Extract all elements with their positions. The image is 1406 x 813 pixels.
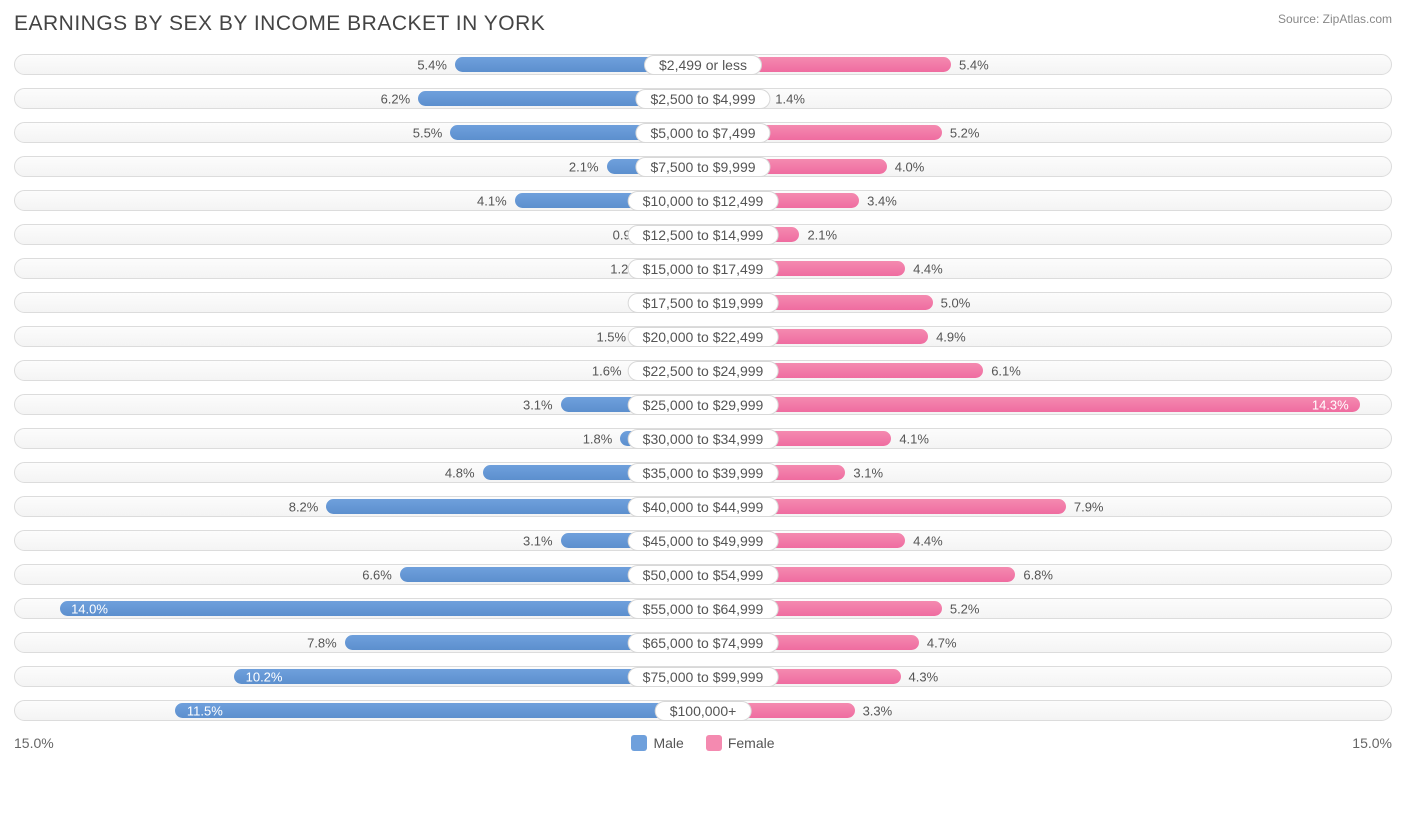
category-label: $50,000 to $54,999	[628, 565, 779, 585]
male-value-label: 5.4%	[417, 57, 447, 72]
category-label: $2,499 or less	[644, 55, 762, 75]
chart-row: 3.1% 4.4% $45,000 to $49,999	[14, 526, 1392, 555]
chart-row: 14.0% 5.2% $55,000 to $64,999	[14, 594, 1392, 623]
chart-row: 10.2% 4.3% $75,000 to $99,999	[14, 662, 1392, 691]
female-bar	[703, 397, 1360, 412]
legend-male-label: Male	[653, 735, 683, 751]
chart-row: 8.2% 7.9% $40,000 to $44,999	[14, 492, 1392, 521]
female-value-label: 4.4%	[913, 533, 943, 548]
female-value-label: 6.8%	[1023, 567, 1053, 582]
chart-row: 1.6% 6.1% $22,500 to $24,999	[14, 356, 1392, 385]
male-value-label: 4.8%	[445, 465, 475, 480]
male-value-label: 5.5%	[413, 125, 443, 140]
category-label: $12,500 to $14,999	[628, 225, 779, 245]
source-attribution: Source: ZipAtlas.com	[1278, 12, 1392, 26]
female-swatch-icon	[706, 735, 722, 751]
category-label: $20,000 to $22,499	[628, 327, 779, 347]
female-value-label: 4.9%	[936, 329, 966, 344]
chart-row: 0.25%5.0%$17,500 to $19,999	[14, 288, 1392, 317]
category-label: $2,500 to $4,999	[635, 89, 770, 109]
female-value-label: 4.4%	[913, 261, 943, 276]
chart-row: 1.8% 4.1% $30,000 to $34,999	[14, 424, 1392, 453]
male-value-label: 1.8%	[583, 431, 613, 446]
category-label: $5,000 to $7,499	[635, 123, 770, 143]
male-bar	[60, 601, 703, 616]
chart-title: EARNINGS BY SEX BY INCOME BRACKET IN YOR…	[14, 12, 545, 36]
chart-row: 6.2% 1.4% $2,500 to $4,999	[14, 84, 1392, 113]
male-value-label: 11.5%	[187, 703, 223, 718]
category-label: $100,000+	[655, 701, 752, 721]
male-value-label: 7.8%	[307, 635, 337, 650]
chart-row: 4.8% 3.1% $35,000 to $39,999	[14, 458, 1392, 487]
category-label: $65,000 to $74,999	[628, 633, 779, 653]
chart-row: 3.1% 14.3% $25,000 to $29,999	[14, 390, 1392, 419]
female-value-label: 7.9%	[1074, 499, 1104, 514]
category-label: $40,000 to $44,999	[628, 497, 779, 517]
male-bar	[175, 703, 703, 718]
male-value-label: 10.2%	[246, 669, 283, 684]
male-value-label: 6.2%	[381, 91, 411, 106]
category-label: $25,000 to $29,999	[628, 395, 779, 415]
female-value-label: 14.3%	[1312, 397, 1349, 412]
male-value-label: 14.0%	[71, 601, 108, 616]
chart-row: 6.6% 6.8% $50,000 to $54,999	[14, 560, 1392, 589]
female-value-label: 5.4%	[959, 57, 989, 72]
male-value-label: 6.6%	[362, 567, 392, 582]
male-value-label: 1.5%	[596, 329, 626, 344]
chart-row: 5.4% 5.4% $2,499 or less	[14, 50, 1392, 79]
female-value-label: 4.3%	[909, 669, 939, 684]
female-value-label: 5.2%	[950, 601, 980, 616]
male-value-label: 3.1%	[523, 397, 553, 412]
legend-male: Male	[631, 735, 683, 751]
chart-row: 1.5% 4.9% $20,000 to $22,499	[14, 322, 1392, 351]
female-value-label: 2.1%	[807, 227, 837, 242]
female-value-label: 6.1%	[991, 363, 1021, 378]
chart-row: 7.8% 4.7% $65,000 to $74,999	[14, 628, 1392, 657]
female-value-label: 4.7%	[927, 635, 957, 650]
chart-row: 2.1% 4.0% $7,500 to $9,999	[14, 152, 1392, 181]
chart-row: 5.5% 5.2% $5,000 to $7,499	[14, 118, 1392, 147]
male-swatch-icon	[631, 735, 647, 751]
chart-row: 4.1% 3.4% $10,000 to $12,499	[14, 186, 1392, 215]
axis-left-label: 15.0%	[14, 735, 54, 751]
chart-row: 11.5% 3.3% $100,000+	[14, 696, 1392, 725]
male-value-label: 8.2%	[289, 499, 319, 514]
axis-right-label: 15.0%	[1352, 735, 1392, 751]
category-label: $45,000 to $49,999	[628, 531, 779, 551]
category-label: $10,000 to $12,499	[628, 191, 779, 211]
category-label: $17,500 to $19,999	[628, 293, 779, 313]
category-label: $35,000 to $39,999	[628, 463, 779, 483]
legend: Male Female	[631, 735, 774, 751]
diverging-bar-chart: 5.4% 5.4% $2,499 or less 6.2% 1.4% $2,500 to …	[14, 50, 1392, 725]
category-label: $30,000 to $34,999	[628, 429, 779, 449]
female-value-label: 3.4%	[867, 193, 897, 208]
female-value-label: 5.2%	[950, 125, 980, 140]
male-value-label: 4.1%	[477, 193, 507, 208]
legend-female: Female	[706, 735, 775, 751]
category-label: $15,000 to $17,499	[628, 259, 779, 279]
female-value-label: 3.1%	[853, 465, 883, 480]
male-value-label: 1.6%	[592, 363, 622, 378]
category-label: $75,000 to $99,999	[628, 667, 779, 687]
legend-female-label: Female	[728, 735, 775, 751]
female-value-label: 3.3%	[863, 703, 893, 718]
female-value-label: 1.4%	[775, 91, 805, 106]
category-label: $7,500 to $9,999	[635, 157, 770, 177]
female-value-label: 5.0%	[941, 295, 971, 310]
female-value-label: 4.1%	[899, 431, 929, 446]
female-value-label: 4.0%	[895, 159, 925, 174]
chart-row: 1.2%4.4%$15,000 to $17,499	[14, 254, 1392, 283]
male-value-label: 2.1%	[569, 159, 599, 174]
category-label: $22,500 to $24,999	[628, 361, 779, 381]
chart-row: 0.99%2.1%$12,500 to $14,999	[14, 220, 1392, 249]
category-label: $55,000 to $64,999	[628, 599, 779, 619]
male-value-label: 3.1%	[523, 533, 553, 548]
